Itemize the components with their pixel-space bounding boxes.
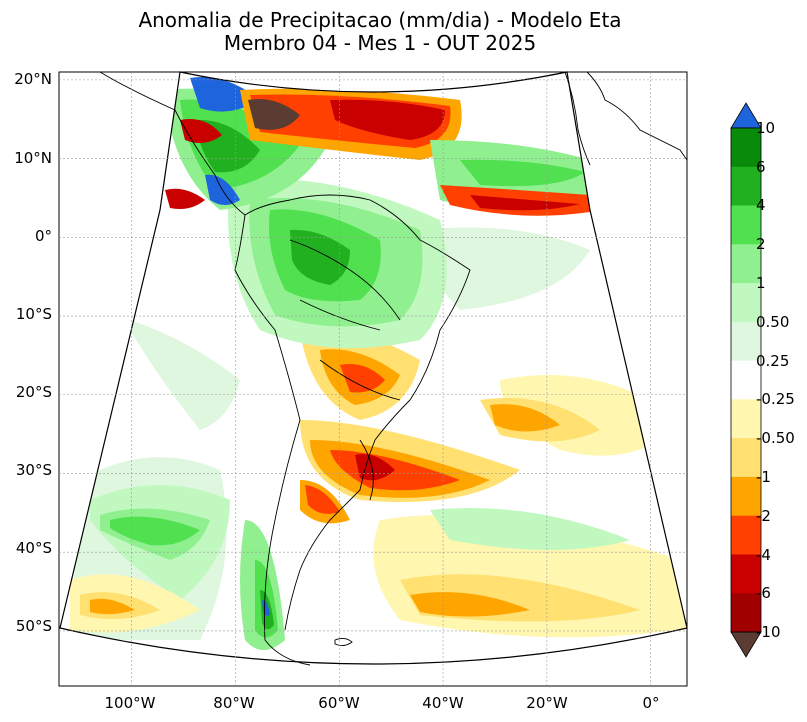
lon-label: 100°W — [105, 694, 156, 712]
colorbar-label: -0.25 — [756, 390, 795, 408]
colorbar-cell — [731, 554, 761, 594]
lat-label: 30°S — [16, 461, 52, 479]
colorbar-cells — [731, 128, 761, 633]
colorbar-label: 6 — [756, 158, 766, 176]
colorbar-cell — [731, 128, 761, 168]
colorbar-label: 2 — [756, 235, 766, 253]
lat-label: 50°S — [16, 617, 52, 635]
colorbar-label: 10 — [756, 119, 775, 137]
colorbar-tick-labels: 10 6 4 2 1 0.50 0.25 -0.25 -0.50 -1 -2 -… — [756, 119, 795, 641]
lon-label: 80°W — [213, 694, 255, 712]
colorbar-cell — [731, 321, 761, 362]
colorbar-cell — [731, 360, 761, 400]
longitude-axis-labels: 100°W 80°W 60°W 40°W 20°W 0° — [105, 694, 660, 712]
colorbar-label: 0.50 — [756, 313, 789, 331]
latitude-axis-labels: 20°N 10°N 0° 10°S 20°S 30°S 40°S 50°S — [14, 70, 52, 635]
colorbar-cell — [731, 166, 761, 207]
colorbar-cell — [731, 476, 761, 517]
colorbar-cell — [731, 438, 761, 478]
colorbar-label: 4 — [756, 196, 766, 214]
colorbar-label: 1 — [756, 274, 766, 292]
lat-label: 0° — [35, 227, 52, 245]
colorbar-label: -6 — [756, 584, 771, 602]
anomaly-field — [60, 72, 687, 664]
colorbar-label: -4 — [756, 546, 771, 564]
colorbar — [730, 102, 762, 658]
colorbar-outline — [730, 127, 762, 633]
colorbar-cell — [731, 244, 761, 284]
colorbar-cell — [731, 205, 761, 245]
domain-boundary — [59, 71, 688, 665]
latitude-gridlines — [59, 79, 687, 632]
lon-label: 60°W — [318, 694, 360, 712]
lat-label: 20°N — [14, 70, 52, 88]
map-title-line1: Anomalia de Precipitacao (mm/dia) - Mode… — [138, 8, 622, 32]
lat-label: 40°S — [16, 539, 52, 557]
coastlines — [99, 71, 688, 666]
colorbar-label: -1 — [756, 468, 771, 486]
lat-label: 10°N — [14, 149, 52, 167]
lat-label: 10°S — [16, 305, 52, 323]
lon-label: 20°W — [526, 694, 568, 712]
colorbar-cell — [731, 399, 761, 439]
colorbar-cell — [731, 593, 761, 633]
colorbar-cell — [731, 283, 761, 323]
colorbar-label: -0.50 — [756, 429, 795, 447]
colorbar-label: 0.25 — [756, 352, 789, 370]
colorbar-cell — [731, 515, 761, 555]
lon-label: 40°W — [422, 694, 464, 712]
colorbar-label: -2 — [756, 507, 771, 525]
colorbar-label: -10 — [756, 623, 781, 641]
lat-label: 20°S — [16, 383, 52, 401]
map-title-line2: Membro 04 - Mes 1 - OUT 2025 — [223, 31, 537, 55]
lon-label: 0° — [642, 694, 659, 712]
